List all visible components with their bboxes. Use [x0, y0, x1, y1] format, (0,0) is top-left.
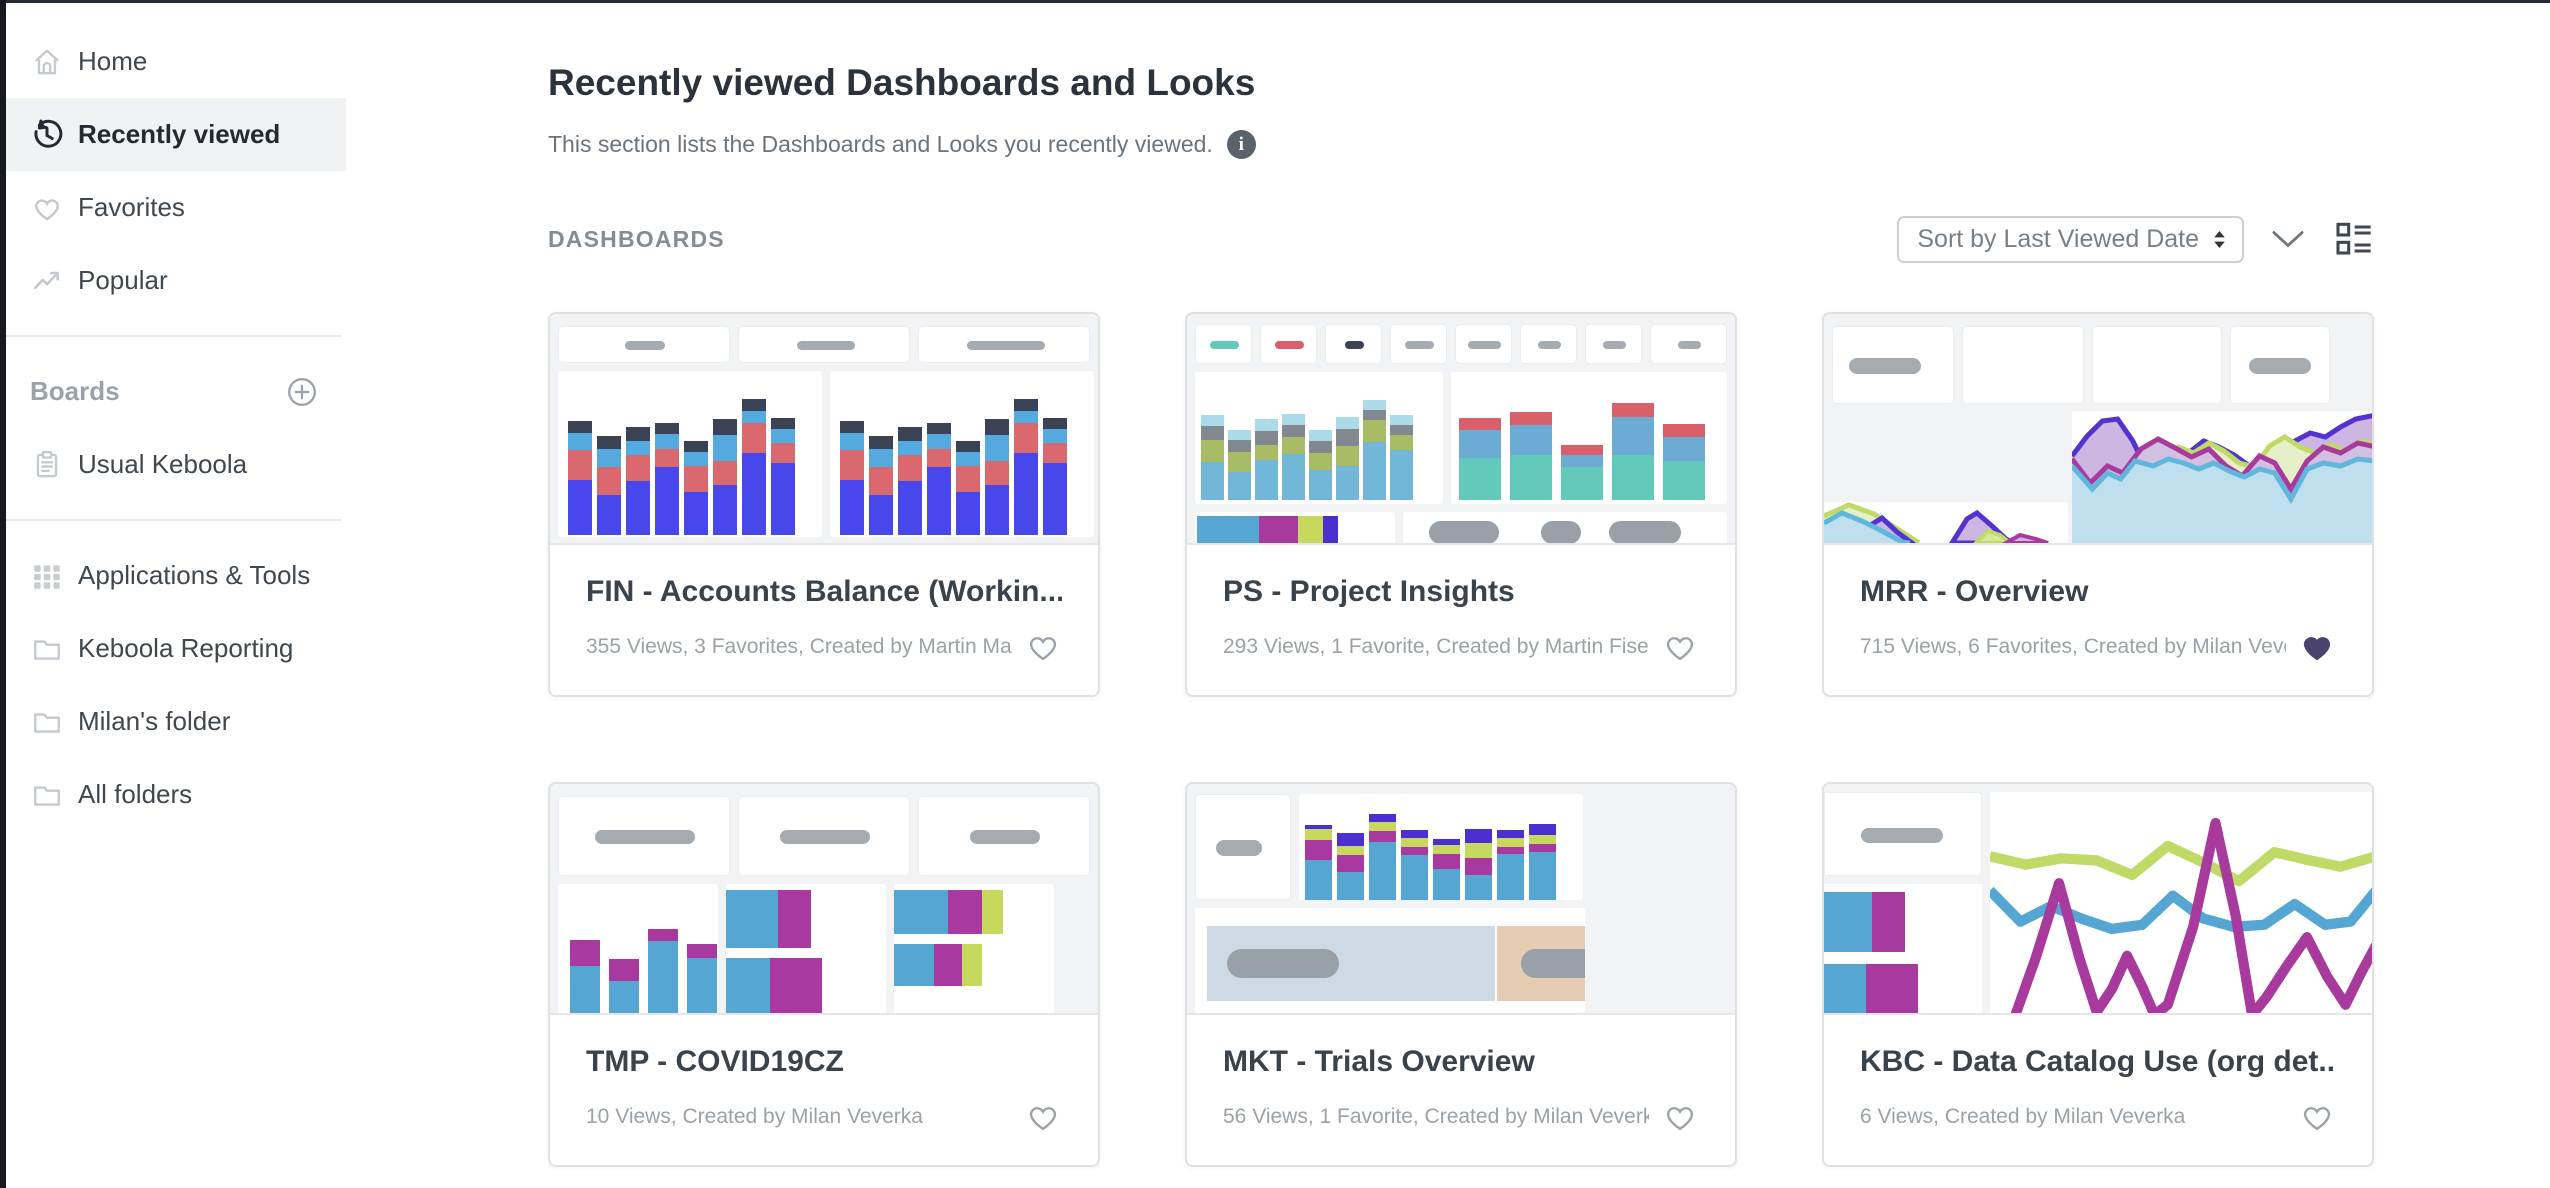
- favorite-button[interactable]: [1661, 1100, 1699, 1133]
- favorite-button[interactable]: [1661, 630, 1699, 663]
- dashboard-thumbnail: [1187, 784, 1735, 1013]
- add-board-button[interactable]: [285, 375, 319, 409]
- sidebar-item-recently-viewed[interactable]: Recently viewed: [6, 98, 346, 171]
- sidebar-item-favorites[interactable]: Favorites: [6, 171, 346, 244]
- folder-icon: [30, 705, 64, 739]
- page-title: Recently viewed Dashboards and Looks: [548, 62, 1256, 103]
- sidebar-item-keboola-reporting[interactable]: Keboola Reporting: [6, 612, 346, 685]
- trend-icon: [30, 264, 64, 298]
- favorite-button[interactable]: [1024, 630, 1062, 663]
- dashboard-card-mrr[interactable]: MRR - Overview 715 Views, 6 Favorites, C…: [1822, 312, 2374, 697]
- up-down-arrows-icon: [2213, 230, 2226, 249]
- window-top-edge: [0, 0, 2550, 3]
- sidebar-item-label: Popular: [78, 265, 168, 295]
- clipboard-icon: [30, 448, 64, 482]
- sidebar-item-usual-keboola[interactable]: Usual Keboola: [6, 428, 346, 501]
- list-view-icon[interactable]: [2334, 219, 2374, 259]
- sidebar-item-milans-folder[interactable]: Milan's folder: [6, 685, 346, 758]
- card-meta: 355 Views, 3 Favorites, Created by Marti…: [586, 634, 1012, 658]
- dashboard-thumbnail: [550, 784, 1098, 1013]
- card-meta: 715 Views, 6 Favorites, Created by Milan…: [1860, 634, 2286, 658]
- page-subtitle: This section lists the Dashboards and Lo…: [548, 131, 1213, 157]
- dashboard-card-kbc[interactable]: KBC - Data Catalog Use (org det... 6 Vie…: [1822, 782, 2374, 1167]
- sidebar-divider: [6, 519, 342, 521]
- sidebar-item-label: Keboola Reporting: [78, 633, 294, 663]
- info-icon[interactable]: i: [1226, 130, 1256, 159]
- dashboard-thumbnail: [550, 314, 1098, 543]
- home-icon: [30, 45, 64, 79]
- card-title[interactable]: MKT - Trials Overview: [1223, 1045, 1535, 1078]
- dashboard-card-mkt[interactable]: MKT - Trials Overview 56 Views, 1 Favori…: [1185, 782, 1737, 1167]
- dashboard-card-fin[interactable]: FIN - Accounts Balance (Workin... 355 Vi…: [548, 312, 1100, 697]
- grid-icon: [30, 559, 64, 593]
- collapse-section-button[interactable]: [2270, 229, 2306, 249]
- sidebar-item-label: Usual Keboola: [78, 449, 248, 479]
- section-label: DASHBOARDS: [548, 225, 725, 252]
- card-meta: 6 Views, Created by Milan Veverka: [1860, 1104, 2186, 1128]
- folder-icon: [30, 778, 64, 812]
- favorite-button-active[interactable]: [2298, 630, 2336, 663]
- sidebar-item-applications-tools[interactable]: Applications & Tools: [6, 539, 346, 612]
- favorite-button[interactable]: [2298, 1100, 2336, 1133]
- sidebar-item-label: Home: [78, 46, 148, 76]
- card-meta: 293 Views, 1 Favorite, Created by Martin…: [1223, 634, 1649, 658]
- sidebar-item-label: Recently viewed: [78, 119, 281, 149]
- sidebar: Home Recently viewed Favorites Popular: [6, 3, 346, 1188]
- main-content: Recently viewed Dashboards and Looks Thi…: [548, 3, 2374, 1167]
- dashboards-toolbar: DASHBOARDS Sort by Last Viewed Date: [548, 215, 2374, 263]
- dashboard-card-tmp[interactable]: TMP - COVID19CZ 10 Views, Created by Mil…: [548, 782, 1100, 1167]
- dashboard-grid: FIN - Accounts Balance (Workin... 355 Vi…: [548, 312, 2374, 1167]
- card-title[interactable]: PS - Project Insights: [1223, 575, 1515, 608]
- heart-icon: [30, 191, 64, 225]
- sidebar-item-label: Favorites: [78, 192, 185, 222]
- sidebar-item-popular[interactable]: Popular: [6, 244, 346, 317]
- card-meta: 56 Views, 1 Favorite, Created by Milan V…: [1223, 1104, 1649, 1128]
- dashboard-thumbnail: [1824, 784, 2372, 1013]
- dashboard-thumbnail: [1187, 314, 1735, 543]
- card-meta: 10 Views, Created by Milan Veverka: [586, 1104, 923, 1128]
- history-icon: [30, 118, 64, 152]
- sidebar-item-home[interactable]: Home: [6, 25, 346, 98]
- sidebar-item-label: Applications & Tools: [78, 560, 311, 590]
- sort-select-value: Sort by Last Viewed Date: [1917, 224, 2199, 253]
- sort-select[interactable]: Sort by Last Viewed Date: [1897, 215, 2244, 263]
- card-title[interactable]: MRR - Overview: [1860, 575, 2089, 608]
- sidebar-divider: [6, 335, 342, 337]
- sidebar-item-label: All folders: [78, 779, 193, 809]
- dashboard-card-ps[interactable]: PS - Project Insights 293 Views, 1 Favor…: [1185, 312, 1737, 697]
- folder-icon: [30, 632, 64, 666]
- dashboard-thumbnail: [1824, 314, 2372, 543]
- sidebar-item-all-folders[interactable]: All folders: [6, 758, 346, 831]
- card-title[interactable]: FIN - Accounts Balance (Workin...: [586, 575, 1062, 608]
- card-title[interactable]: KBC - Data Catalog Use (org det...: [1860, 1045, 2336, 1078]
- boards-label: Boards: [30, 376, 120, 406]
- boards-header: Boards: [6, 355, 346, 428]
- window-left-edge: [0, 0, 6, 1188]
- card-title[interactable]: TMP - COVID19CZ: [586, 1045, 844, 1078]
- favorite-button[interactable]: [1024, 1100, 1062, 1133]
- sidebar-item-label: Milan's folder: [78, 706, 231, 736]
